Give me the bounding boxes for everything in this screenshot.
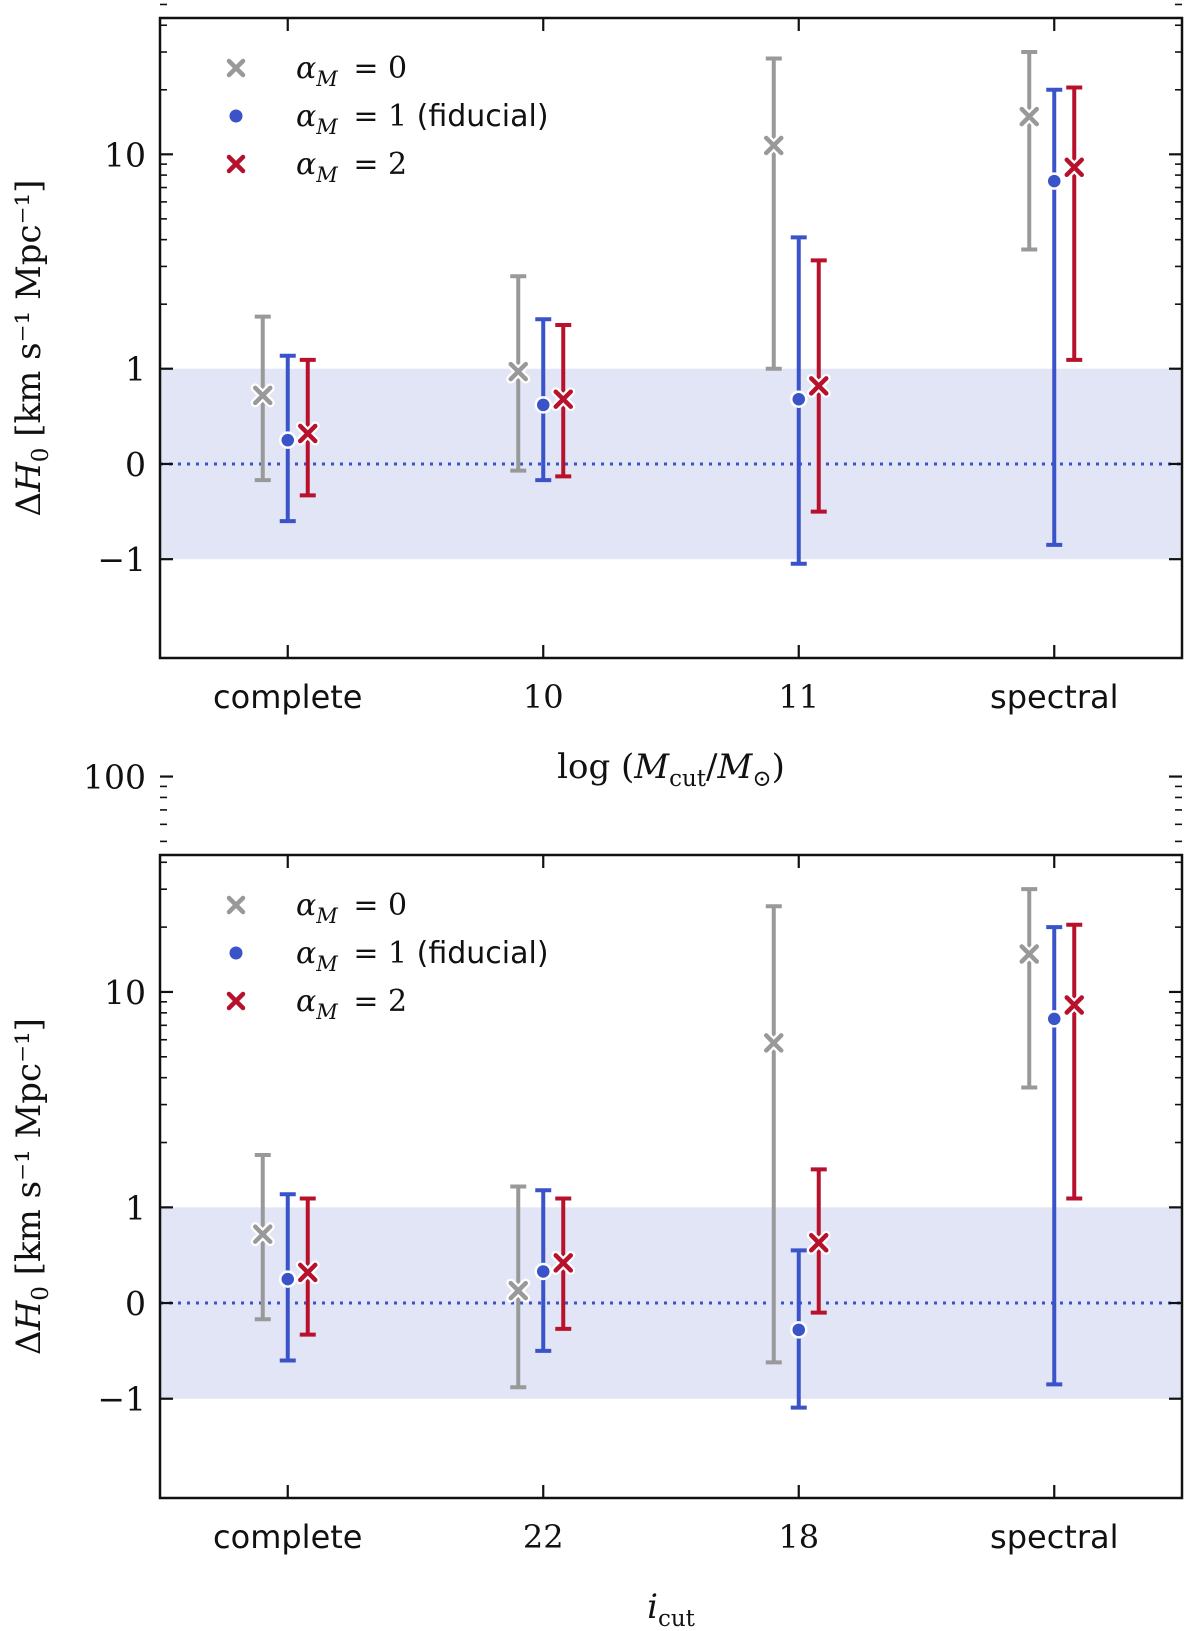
data-point (809, 1233, 829, 1253)
legend-entry: αM = 0 (296, 51, 407, 91)
legend-marker (227, 107, 245, 125)
data-point (764, 1033, 784, 1053)
x-tick-label: 11 (778, 678, 819, 716)
legend: αM = 0 αM = 1 (fiducial) αM = 2 (226, 888, 549, 1024)
y-tick-label: 1 (125, 350, 146, 389)
y-tick-label: 10 (104, 973, 146, 1012)
axes-frame (158, 853, 1184, 1500)
legend-entry: αM = 1 (fiducial) (296, 99, 549, 139)
y-axis-label: ΔH0 [km s⁻¹ Mpc⁻¹] (9, 1018, 54, 1355)
legend: αM = 0 αM = 1 (fiducial) αM = 2 (226, 51, 549, 187)
data-point (1045, 172, 1063, 190)
data-point (764, 135, 784, 156)
data-point (253, 385, 273, 406)
shaded-band (160, 1207, 1182, 1399)
data-point (279, 1270, 297, 1288)
data-point (790, 390, 808, 408)
x-tick-label: 22 (523, 1518, 564, 1556)
legend-entry: αM = 0 (296, 888, 407, 928)
x-tick-label: complete (213, 678, 362, 716)
data-point (508, 1280, 528, 1301)
data-point (534, 1262, 552, 1281)
data-point (790, 1321, 808, 1339)
series-alpha-1 (279, 925, 1063, 1410)
series-alpha-1 (279, 87, 1063, 566)
x-tick-label: spectral (990, 1518, 1118, 1556)
x-axis-label: icut (647, 1587, 696, 1631)
legend-marker (226, 154, 246, 174)
x-axis-label: log (Mcut/M⊙) (557, 747, 785, 792)
data-point (298, 423, 318, 444)
legend-entry: αM = 2 (296, 984, 407, 1024)
series-alpha-0 (250, 50, 1042, 483)
data-point (1019, 106, 1039, 127)
data-point (553, 1253, 573, 1273)
data-point (1019, 944, 1039, 964)
series-alpha-2 (295, 922, 1087, 1337)
x-tick-label: 10 (523, 678, 564, 716)
data-point (809, 376, 829, 396)
legend-entry: αM = 2 (296, 147, 407, 187)
data-point (1045, 1010, 1063, 1028)
y-tick-label: −1 (97, 1380, 146, 1419)
data-point (534, 396, 552, 414)
legend-marker (226, 58, 246, 78)
y-tick-label: 100 (83, 758, 146, 797)
legend-marker (227, 944, 245, 962)
data-point (508, 361, 528, 382)
series-alpha-0 (250, 887, 1042, 1390)
shaded-band (160, 368, 1182, 560)
axes-frame (158, 16, 1184, 660)
y-tick-label: −1 (97, 540, 146, 579)
x-tick-label: 18 (778, 1518, 819, 1556)
legend-marker (226, 991, 246, 1011)
data-point (553, 389, 573, 409)
legend-marker (226, 895, 246, 915)
y-tick-label: 10 (104, 135, 146, 174)
legend-entry: αM = 1 (fiducial) (296, 936, 549, 976)
data-point (1064, 995, 1084, 1015)
y-tick-label: 1 (125, 1188, 146, 1227)
data-point (253, 1224, 273, 1244)
y-tick-label: 0 (125, 1284, 146, 1323)
data-point (279, 431, 297, 449)
y-axis-label: ΔH0 [km s⁻¹ Mpc⁻¹] (9, 180, 54, 517)
x-tick-label: complete (213, 1518, 362, 1556)
series-alpha-2 (295, 85, 1087, 514)
data-point (298, 1262, 318, 1283)
x-tick-label: spectral (990, 678, 1118, 716)
data-point (1064, 157, 1084, 178)
y-tick-label: 0 (125, 445, 146, 484)
